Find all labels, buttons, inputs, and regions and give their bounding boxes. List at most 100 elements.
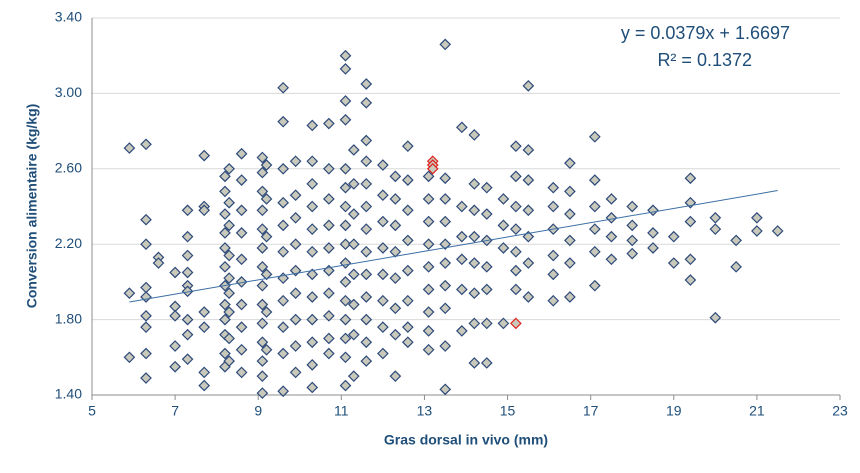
data-point <box>455 200 468 213</box>
data-point <box>256 355 269 367</box>
data-point <box>389 370 402 382</box>
data-point <box>468 257 481 269</box>
data-point <box>360 78 373 90</box>
data-point <box>401 204 414 217</box>
data-point <box>605 211 618 224</box>
data-point <box>219 185 231 198</box>
data-point <box>339 332 352 345</box>
data-point <box>219 242 231 254</box>
data-point <box>289 340 302 352</box>
data-point <box>439 340 452 352</box>
data-point <box>306 119 319 132</box>
data-point <box>277 347 290 360</box>
data-point <box>181 266 194 279</box>
data-point <box>235 204 248 217</box>
data-point <box>377 347 389 360</box>
data-point <box>360 96 373 109</box>
data-point <box>347 298 360 311</box>
data-point <box>360 134 373 147</box>
data-point <box>647 242 659 254</box>
data-point <box>684 253 697 266</box>
data-point <box>306 358 319 371</box>
data-point <box>497 242 510 254</box>
data-point <box>360 355 373 367</box>
data-point <box>306 313 319 326</box>
data-point <box>256 279 269 292</box>
data-point <box>360 336 373 349</box>
x-tick-label: 9 <box>254 403 262 419</box>
x-tick-label: 7 <box>171 403 179 419</box>
data-point <box>256 317 269 330</box>
data-point <box>198 204 211 217</box>
data-point <box>323 332 335 345</box>
data-point <box>339 257 352 269</box>
data-point <box>277 219 290 232</box>
data-point <box>289 155 302 168</box>
data-point <box>223 287 235 300</box>
data-point <box>235 343 248 356</box>
data-point <box>347 208 360 220</box>
data-point <box>339 351 352 364</box>
data-point <box>389 272 402 284</box>
data-point <box>522 257 535 269</box>
data-point <box>564 185 576 198</box>
data-point <box>140 347 152 360</box>
data-point <box>223 332 235 345</box>
data-point <box>439 257 452 269</box>
data-point <box>480 357 493 369</box>
data-point <box>277 115 290 128</box>
data-point <box>323 309 335 322</box>
data-point <box>377 294 389 307</box>
data-point <box>709 311 722 324</box>
data-point <box>260 193 273 205</box>
data-point <box>626 219 639 232</box>
y-axis-title: Conversion alimentaire (kg/kg) <box>24 104 40 309</box>
data-point <box>510 170 522 183</box>
data-point <box>219 298 231 311</box>
data-point <box>323 193 335 205</box>
data-point <box>339 379 352 392</box>
data-point <box>480 181 493 194</box>
data-point <box>730 260 742 273</box>
data-point <box>422 306 435 318</box>
data-point <box>564 257 576 269</box>
x-tick-label: 15 <box>500 403 516 419</box>
data-point <box>306 268 319 281</box>
data-point <box>647 227 659 239</box>
data-point <box>468 129 481 141</box>
data-point <box>684 274 697 286</box>
data-point <box>401 174 414 186</box>
data-point <box>426 162 439 175</box>
data-point <box>401 264 414 277</box>
data-point <box>306 291 319 303</box>
data-point <box>347 268 360 281</box>
data-point <box>181 249 194 262</box>
data-point <box>439 172 452 185</box>
data-point <box>564 157 576 169</box>
data-point <box>480 208 493 220</box>
x-tick-label: 13 <box>417 403 433 419</box>
data-point <box>140 291 152 303</box>
data-point <box>389 219 402 232</box>
data-point <box>564 291 576 303</box>
data-point <box>306 223 319 235</box>
data-point <box>289 287 302 300</box>
data-point <box>751 225 763 237</box>
data-point <box>169 266 181 279</box>
data-point <box>198 321 211 333</box>
data-point <box>347 238 360 251</box>
data-point <box>389 193 402 205</box>
data-point <box>626 200 639 213</box>
data-point <box>377 242 389 254</box>
data-point <box>260 343 273 356</box>
data-point <box>480 283 493 296</box>
data-point <box>360 223 373 235</box>
data-point <box>422 193 435 205</box>
data-point <box>181 285 194 298</box>
data-point <box>468 178 481 190</box>
data-point <box>219 260 231 273</box>
data-point <box>347 370 360 382</box>
data-point <box>339 95 352 107</box>
data-point <box>389 302 402 315</box>
data-point <box>339 276 352 288</box>
